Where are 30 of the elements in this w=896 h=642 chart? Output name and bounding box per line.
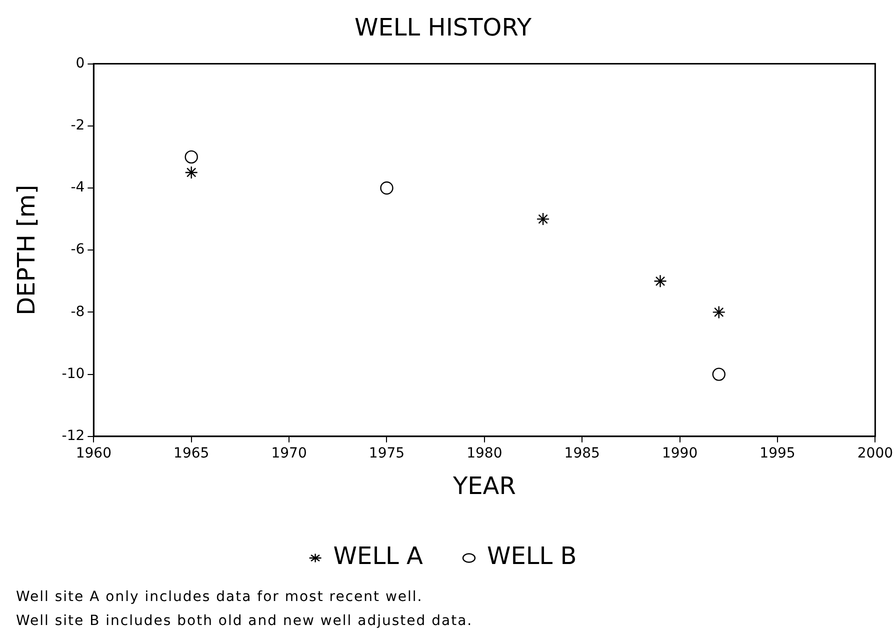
y-tick-label: 0 <box>76 55 85 72</box>
y-tick-label: -6 <box>70 242 85 258</box>
x-tick-label: 2000 <box>857 445 894 462</box>
point <box>712 368 726 381</box>
x-axis-title: YEAR <box>452 472 516 500</box>
y-tick-label: -10 <box>62 366 85 382</box>
legend-label: WELL A <box>333 542 424 570</box>
y-tick-label: -2 <box>70 118 85 134</box>
point <box>654 274 667 288</box>
point <box>380 181 394 195</box>
text: Well site B includes both old and new well adjusted data. <box>16 612 473 631</box>
x-tick-label: 1980 <box>466 445 502 462</box>
y-tick-label: -4 <box>70 180 85 196</box>
x-tick-label: 1975 <box>368 445 405 462</box>
x-tick-label: 1970 <box>271 445 307 462</box>
x-tick-label: 1990 <box>662 445 698 462</box>
point <box>712 306 726 319</box>
x-tick-label: 1995 <box>760 445 796 462</box>
chart-title: WELL HISTORY <box>354 14 532 42</box>
legend-label: WELL B <box>486 542 577 570</box>
y-axis-title: DEPTH [m] <box>12 184 41 316</box>
point <box>184 150 198 164</box>
x-tick-label: 1960 <box>76 445 112 462</box>
point <box>536 212 550 226</box>
x-tick-label: 1965 <box>174 445 210 462</box>
text: Well site A only includes data for most recent well. <box>16 588 424 607</box>
point <box>184 166 198 180</box>
x-tick-label: 1985 <box>564 445 600 462</box>
y-tick-label: -8 <box>70 304 85 320</box>
y-tick-label: -12 <box>62 428 85 444</box>
